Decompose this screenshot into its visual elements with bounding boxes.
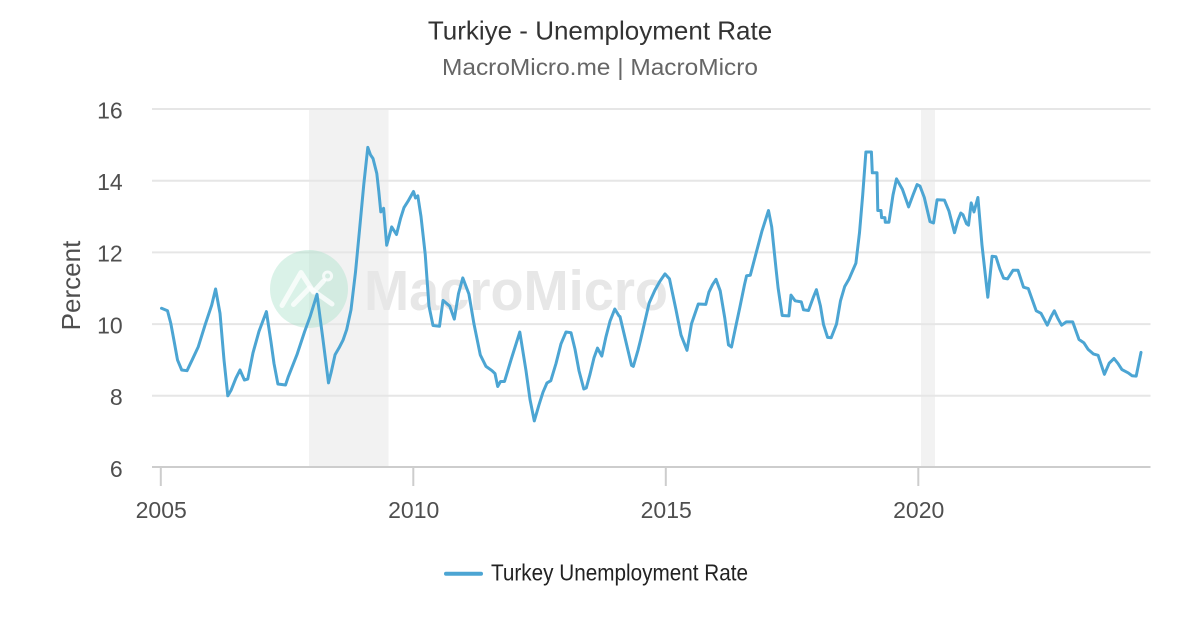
svg-text:2005: 2005 bbox=[136, 497, 187, 523]
svg-text:16: 16 bbox=[97, 97, 123, 123]
svg-text:2010: 2010 bbox=[388, 497, 439, 523]
svg-text:14: 14 bbox=[97, 169, 123, 195]
svg-text:8: 8 bbox=[110, 384, 123, 410]
svg-text:MacroMicro.me | MacroMicro: MacroMicro.me | MacroMicro bbox=[442, 54, 758, 80]
svg-text:Turkey Unemployment Rate: Turkey Unemployment Rate bbox=[491, 560, 748, 586]
svg-text:12: 12 bbox=[97, 241, 123, 267]
svg-text:2020: 2020 bbox=[893, 497, 944, 523]
svg-text:10: 10 bbox=[97, 312, 123, 338]
svg-text:6: 6 bbox=[110, 456, 123, 482]
svg-text:Turkiye - Unemployment Rate: Turkiye - Unemployment Rate bbox=[428, 16, 772, 46]
svg-text:Percent: Percent bbox=[56, 240, 86, 330]
svg-text:2015: 2015 bbox=[641, 497, 692, 523]
svg-text:MacroMicro: MacroMicro bbox=[364, 259, 668, 323]
